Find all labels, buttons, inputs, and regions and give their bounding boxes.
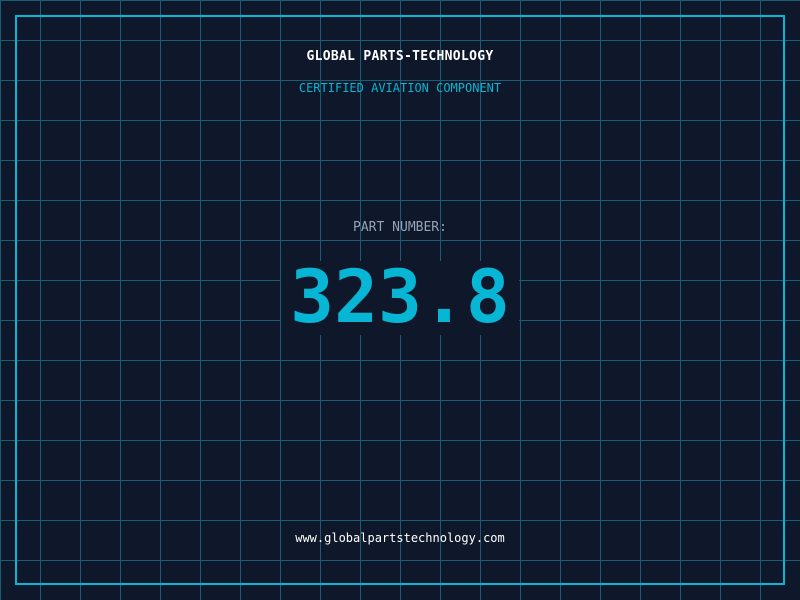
company-title: GLOBAL PARTS-TECHNOLOGY bbox=[306, 49, 494, 64]
part-number-value: 323.8 bbox=[290, 255, 510, 340]
website-url: www.globalpartstechnology.com bbox=[295, 531, 505, 545]
part-number-label: PART NUMBER: bbox=[353, 220, 447, 235]
part-number-backdrop bbox=[281, 261, 519, 335]
company-subtitle: CERTIFIED AVIATION COMPONENT bbox=[298, 81, 502, 95]
border-frame bbox=[15, 15, 785, 585]
